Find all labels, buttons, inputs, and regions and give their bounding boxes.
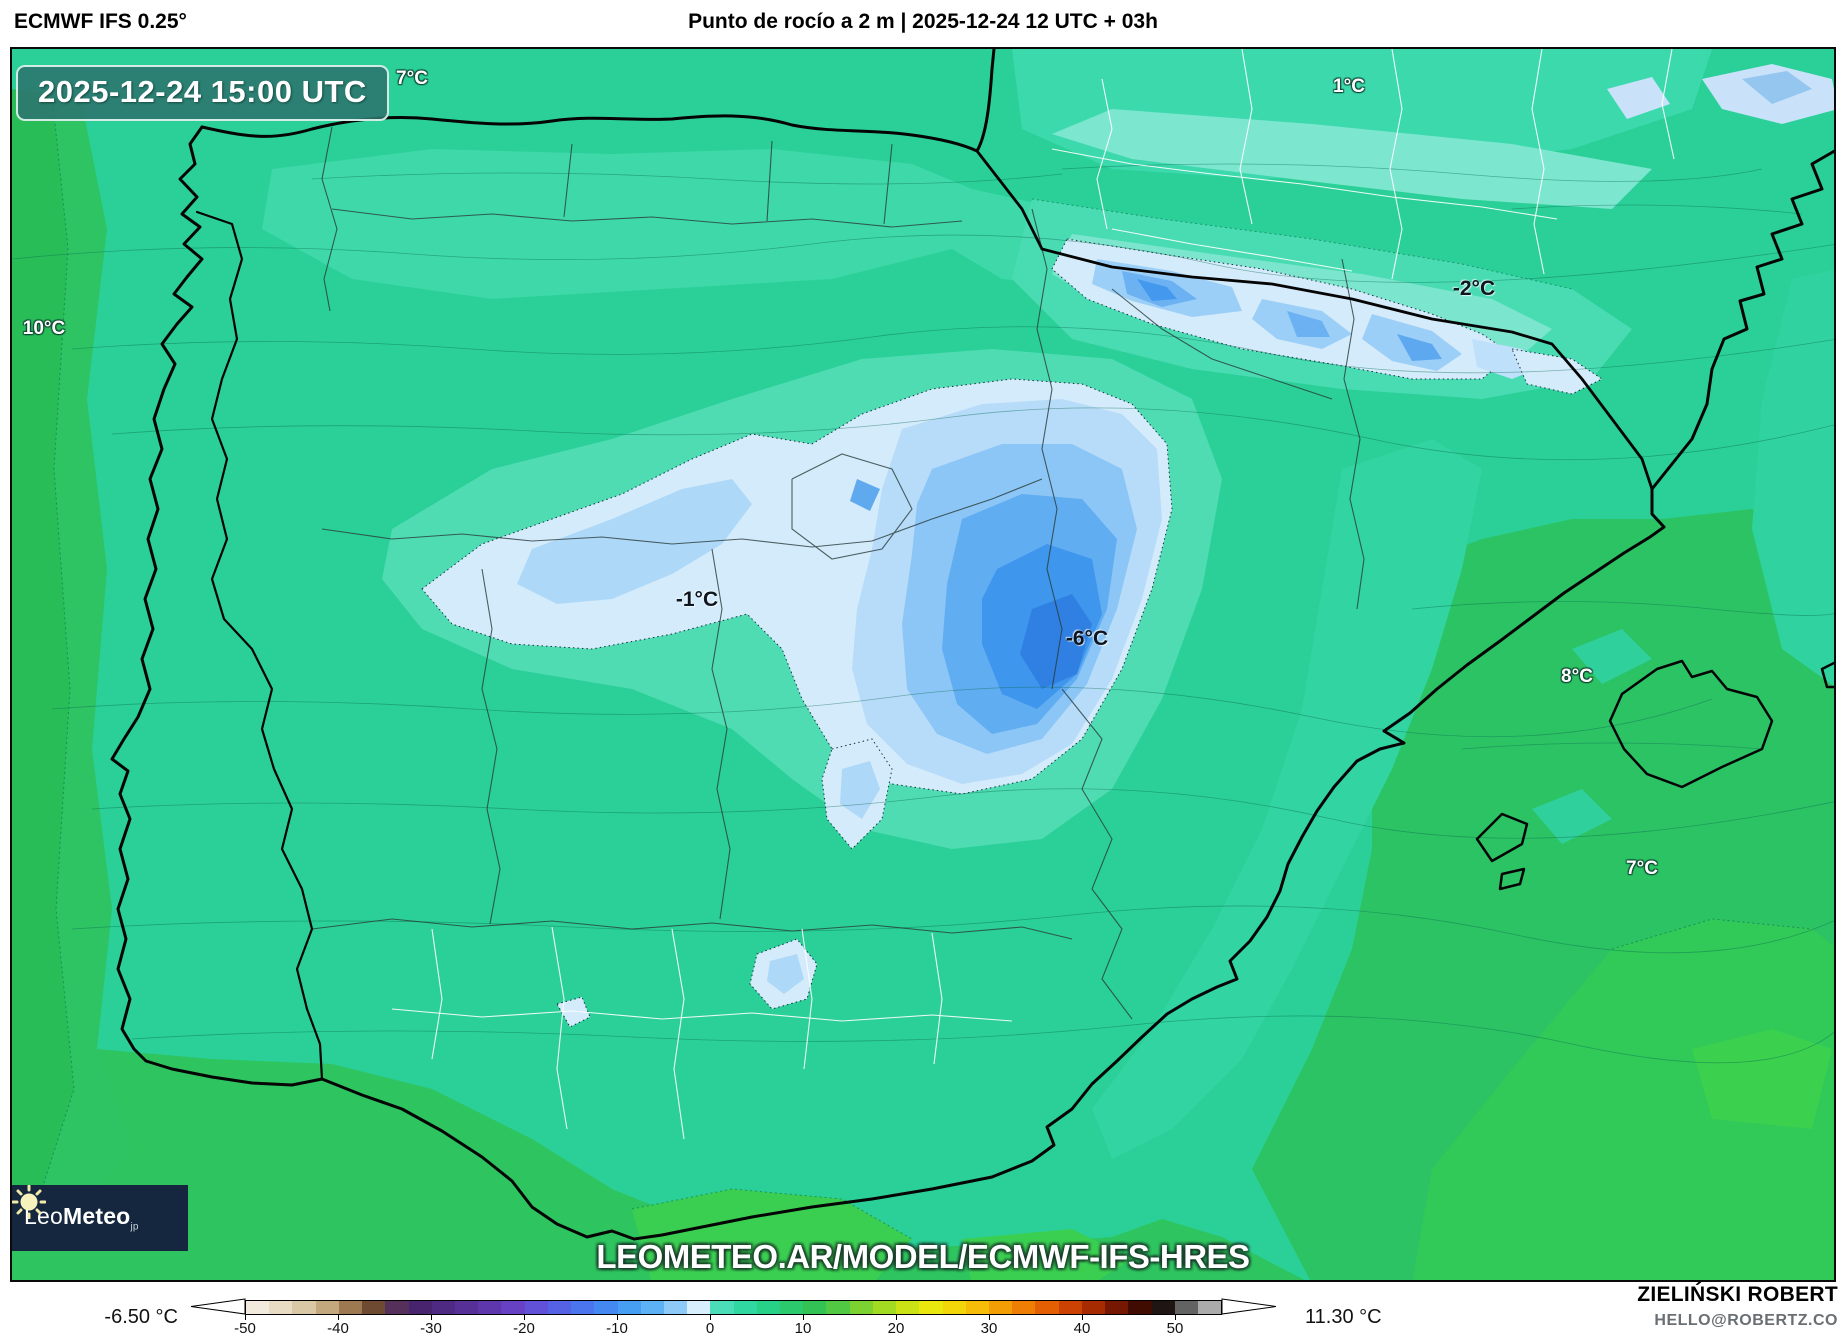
colorbar-segment-26 bbox=[849, 1301, 873, 1314]
colorbar-segment-38 bbox=[1128, 1301, 1152, 1314]
admin-borders-dark bbox=[311, 126, 1365, 1020]
colorbar-segment-23 bbox=[780, 1301, 804, 1314]
colorbar-right-arrow bbox=[1221, 1298, 1277, 1315]
temp-label-2: 10°C bbox=[22, 318, 66, 339]
page-title: Punto de rocío a 2 m | 2025-12-24 12 UTC… bbox=[688, 10, 1158, 33]
colorbar-segment-4 bbox=[338, 1301, 363, 1314]
colorbar-segment-16 bbox=[617, 1301, 641, 1314]
author-contact: HELLO@ROBERTZ.CO bbox=[1654, 1312, 1838, 1329]
colorbar-segment-32 bbox=[989, 1301, 1013, 1314]
colorbar-segment-10 bbox=[478, 1301, 502, 1314]
colorbar-segment-17 bbox=[640, 1301, 664, 1314]
tick-mark-20 bbox=[896, 1315, 897, 1320]
colorbar-segment-0 bbox=[246, 1301, 270, 1314]
tick-mark--20 bbox=[524, 1315, 525, 1320]
colorbar-ticks: -50 -40 -30 -20 -10 0 10 20 30 40 50 bbox=[234, 1315, 1222, 1337]
tick-label--20: -20 bbox=[513, 1320, 535, 1337]
logo-wordmark: LeoMeteojp bbox=[24, 1203, 139, 1233]
tick-mark-10 bbox=[803, 1315, 804, 1320]
temp-label-4: -1°C bbox=[675, 588, 719, 611]
tick-label-20: 20 bbox=[887, 1320, 905, 1337]
watermark-url: LEOMETEO.AR/MODEL/ECMWF-IFS-HRES bbox=[596, 1238, 1250, 1275]
temp-label-5: -6°C bbox=[1065, 627, 1109, 650]
tick-mark-0 bbox=[710, 1315, 711, 1320]
tick-mark--40 bbox=[338, 1315, 339, 1320]
tick-label-30: 30 bbox=[980, 1320, 998, 1337]
colorbar-segment-31 bbox=[965, 1301, 989, 1314]
temp-label-1: 1°C bbox=[1333, 76, 1365, 97]
tick-label-0: 0 bbox=[705, 1320, 715, 1337]
colorbar-segment-14 bbox=[571, 1301, 595, 1314]
temp-label-0: 7°C bbox=[396, 68, 428, 89]
colorbar-segment-28 bbox=[896, 1301, 920, 1314]
colorbar-segment-36 bbox=[1081, 1301, 1106, 1314]
tick-label-10: 10 bbox=[794, 1320, 812, 1337]
field-min-value: -6.50 °C bbox=[104, 1306, 178, 1328]
tick-label--50: -50 bbox=[234, 1320, 256, 1337]
sun-icon bbox=[12, 1185, 46, 1219]
colorbar-segment-12 bbox=[524, 1301, 548, 1314]
colorbar-segment-37 bbox=[1105, 1301, 1129, 1314]
colorbar-segment-33 bbox=[1012, 1301, 1036, 1314]
colorbar-segment-9 bbox=[454, 1301, 479, 1314]
colorbar-segment-19 bbox=[687, 1301, 711, 1314]
tick-mark-40 bbox=[1082, 1315, 1083, 1320]
colorbar-segment-35 bbox=[1058, 1301, 1082, 1314]
colorbar-segment-15 bbox=[594, 1301, 618, 1314]
tick-label-40: 40 bbox=[1073, 1320, 1091, 1337]
tick-label--40: -40 bbox=[327, 1320, 349, 1337]
colorbar-segment-29 bbox=[919, 1301, 943, 1314]
colorbar-segment-41 bbox=[1197, 1301, 1222, 1314]
tick-mark--10 bbox=[617, 1315, 618, 1320]
colorbar-segment-1 bbox=[269, 1301, 293, 1314]
colorbar-segment-20 bbox=[710, 1301, 734, 1314]
temp-label-6: 8°C bbox=[1561, 666, 1593, 687]
colorbar-segment-27 bbox=[872, 1301, 897, 1314]
tick-mark--50 bbox=[245, 1315, 246, 1320]
cold-pools bbox=[421, 238, 1603, 1028]
colorbar-segment-6 bbox=[385, 1301, 409, 1314]
colorbar-segment-24 bbox=[803, 1301, 827, 1314]
colorbar-segment-40 bbox=[1174, 1301, 1198, 1314]
admin-borders-white bbox=[391, 49, 1675, 1140]
colorbar-segment-13 bbox=[547, 1301, 572, 1314]
colorbar-segment-25 bbox=[826, 1301, 850, 1314]
map-canvas: 2025-12-24 15:00 UTC 7°C 1°C 10°C -2°C -1°C -… bbox=[10, 47, 1836, 1282]
colorbar-segment-8 bbox=[431, 1301, 455, 1314]
tick-label--10: -10 bbox=[606, 1320, 628, 1337]
colorbar-segment-34 bbox=[1035, 1301, 1059, 1314]
contour-lines bbox=[12, 163, 1834, 1064]
temp-label-3: -2°C bbox=[1452, 277, 1496, 300]
author-name: ZIELIŃSKI ROBERT bbox=[1637, 1283, 1838, 1306]
colorbar-segment-30 bbox=[942, 1301, 966, 1314]
colorbar-segment-22 bbox=[756, 1301, 781, 1314]
dewpoint-field-map bbox=[12, 49, 1834, 1280]
coastlines bbox=[110, 49, 1834, 1241]
colorbar-segment-11 bbox=[501, 1301, 525, 1314]
colorbar-segment-2 bbox=[292, 1301, 316, 1314]
temp-label-7: 7°C bbox=[1626, 858, 1658, 879]
colorbar bbox=[245, 1300, 1222, 1315]
colorbar-segment-18 bbox=[663, 1301, 688, 1314]
model-name: ECMWF IFS 0.25° bbox=[14, 10, 187, 33]
colorbar-segment-5 bbox=[362, 1301, 386, 1314]
colorbar-segment-39 bbox=[1151, 1301, 1175, 1314]
tick-mark-50 bbox=[1175, 1315, 1176, 1320]
tick-mark-30 bbox=[989, 1315, 990, 1320]
contour-lines-dashed bbox=[41, 93, 1813, 1240]
tick-label-50: 50 bbox=[1166, 1320, 1184, 1337]
tick-label--30: -30 bbox=[420, 1320, 442, 1337]
colorbar-left-arrow bbox=[190, 1298, 246, 1315]
colorbar-segment-3 bbox=[315, 1301, 339, 1314]
field-max-value: 11.30 °C bbox=[1305, 1306, 1382, 1328]
colorbar-segment-7 bbox=[408, 1301, 432, 1314]
leometeo-logo: LeoMeteojp bbox=[12, 1185, 188, 1251]
timestamp-badge: 2025-12-24 15:00 UTC bbox=[16, 65, 389, 121]
tick-mark--30 bbox=[431, 1315, 432, 1320]
colorbar-segment-21 bbox=[733, 1301, 757, 1314]
